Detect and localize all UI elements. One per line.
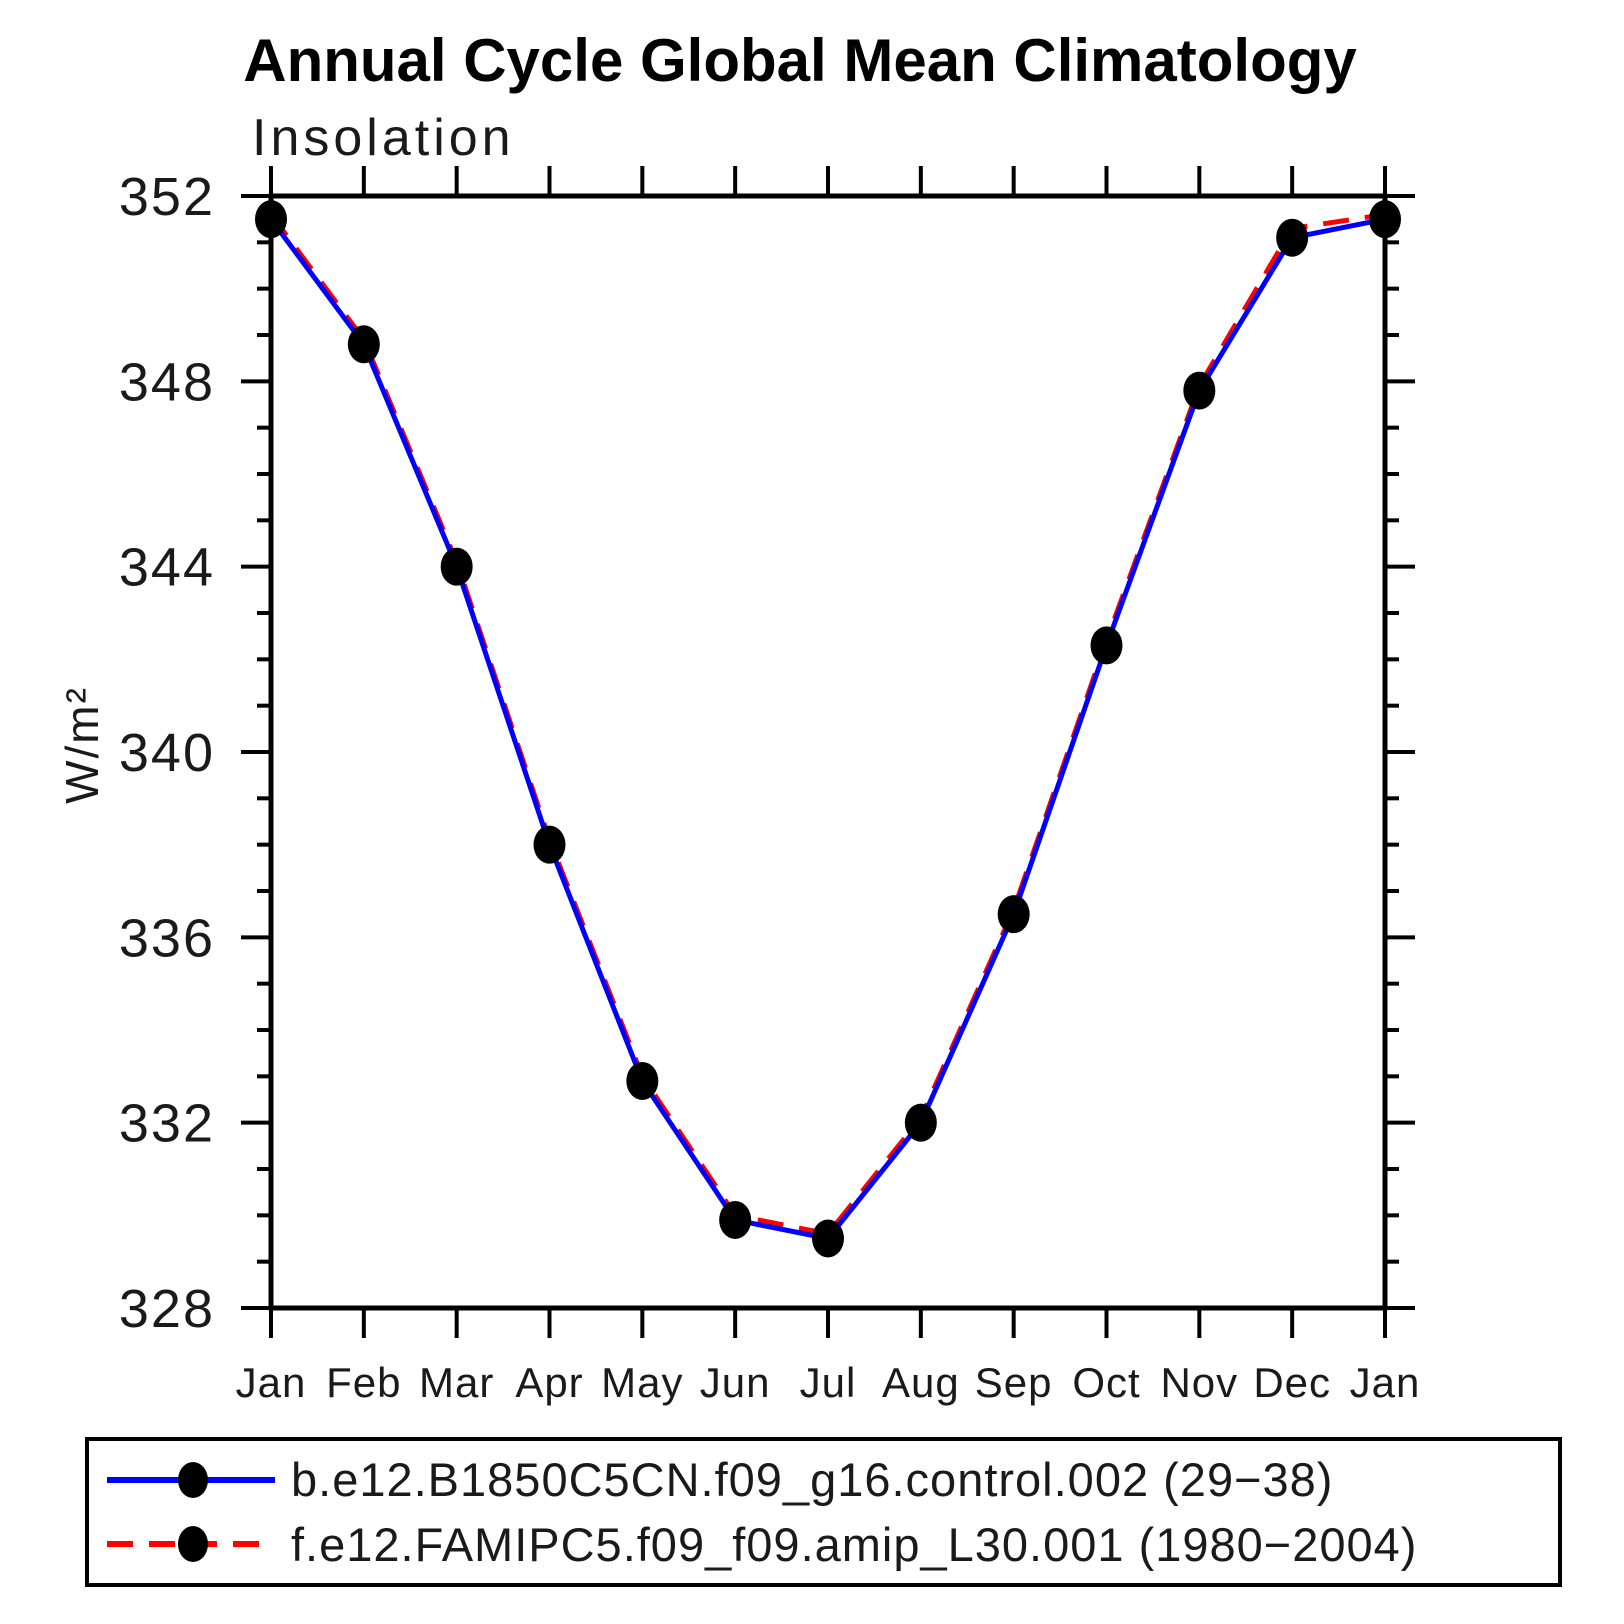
x-tick-label: Jan <box>236 1359 307 1406</box>
y-tick-label: 328 <box>119 1279 215 1339</box>
x-tick-label: Mar <box>419 1359 494 1406</box>
series-layer <box>268 212 1386 1241</box>
data-point-marker <box>812 1219 844 1258</box>
data-point-marker <box>347 325 380 364</box>
data-point-marker <box>904 1103 937 1142</box>
y-tick-label: 340 <box>119 723 215 783</box>
axes-layer <box>241 166 1415 1338</box>
legend-line-swatch-solid <box>107 1461 275 1498</box>
legend-row-amip-run: f.e12.FAMIPC5.f09_f09.amip_L30.001 (1980… <box>101 1517 1558 1571</box>
chart-subtitle: Insolation <box>252 109 515 167</box>
y-tick-label: 352 <box>119 167 215 227</box>
data-point-marker <box>533 825 566 864</box>
legend-box: b.e12.B1850C5CN.f09_g16.control.002 (29−… <box>85 1437 1562 1587</box>
data-point-marker <box>626 1061 659 1100</box>
axis-label-layer: Jan Feb Mar Apr May Jun Jul Aug Sep Oct Nov Dec Jan 3… <box>119 167 1421 1406</box>
legend-row-control-run: b.e12.B1850C5CN.f09_g16.control.002 (29−… <box>101 1453 1558 1507</box>
y-tick-label: 336 <box>119 908 215 968</box>
data-point-marker <box>719 1200 752 1239</box>
legend-marker-dot-icon <box>178 1461 208 1498</box>
data-point-marker <box>255 200 287 239</box>
series-line-0 <box>268 216 1386 1241</box>
y-tick-label: 348 <box>119 352 215 412</box>
x-tick-label: Apr <box>515 1359 583 1406</box>
y-tick-label: 332 <box>119 1094 215 1154</box>
x-tick-label: May <box>601 1359 683 1406</box>
data-point-marker <box>1276 218 1309 257</box>
x-tick-label: Oct <box>1072 1359 1140 1406</box>
data-point-marker <box>1090 626 1123 665</box>
x-tick-label: Feb <box>326 1359 401 1406</box>
plot-area: Jan Feb Mar Apr May Jun Jul Aug Sep Oct Nov Dec Jan 3… <box>119 166 1421 1406</box>
legend-line-swatch-dashed <box>107 1526 275 1563</box>
x-tick-label: Aug <box>882 1359 960 1406</box>
x-tick-label: Jan <box>1350 1359 1421 1406</box>
data-point-marker <box>1183 371 1216 410</box>
x-tick-label: Sep <box>975 1359 1053 1406</box>
legend-label-amip-run: f.e12.FAMIPC5.f09_f09.amip_L30.001 (1980… <box>291 1517 1418 1571</box>
x-tick-label: Jun <box>700 1359 771 1406</box>
y-tick-label: 344 <box>119 538 215 598</box>
marker-layer <box>255 200 1401 1258</box>
legend-label-control-run: b.e12.B1850C5CN.f09_g16.control.002 (29−… <box>291 1453 1334 1507</box>
chart-title: Annual Cycle Global Mean Climatology <box>243 27 1357 94</box>
data-point-marker <box>997 895 1030 934</box>
data-point-marker <box>440 547 473 586</box>
x-tick-label: Dec <box>1253 1359 1331 1406</box>
x-tick-label: Nov <box>1160 1359 1238 1406</box>
x-tick-label: Jul <box>800 1359 857 1406</box>
series-line-1 <box>268 212 1386 1237</box>
legend-marker-dot-icon <box>178 1526 208 1563</box>
data-point-marker <box>1369 200 1401 239</box>
